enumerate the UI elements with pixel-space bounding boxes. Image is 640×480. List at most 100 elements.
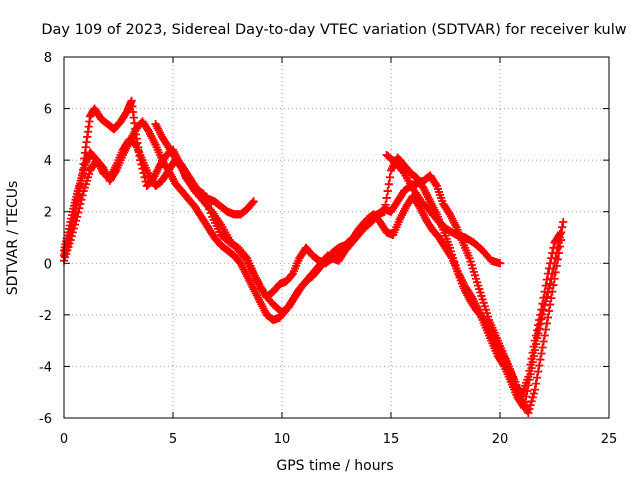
data-point-interp	[83, 173, 93, 182]
data-point	[445, 243, 454, 252]
data-point-interp	[467, 260, 476, 270]
data-point-interp	[82, 176, 91, 185]
y-tick-label: 0	[44, 257, 52, 272]
data-point-interp	[538, 310, 547, 319]
data-point-interp	[523, 386, 532, 396]
y-tick-label: 6	[44, 103, 52, 118]
data-point-interp	[479, 298, 488, 307]
data-point-interp	[480, 302, 489, 311]
data-point-interp	[67, 232, 76, 241]
data-point	[539, 305, 548, 314]
x-tick-label: 0	[60, 432, 68, 447]
data-point-interp	[475, 284, 484, 294]
data-point-interp	[469, 267, 478, 276]
data-point-interp	[75, 204, 84, 213]
series-3	[59, 117, 566, 417]
data-point-interp	[540, 331, 549, 340]
data-point-interp	[450, 257, 459, 266]
data-point	[380, 207, 389, 216]
data-point-interp	[78, 191, 87, 200]
data-point-interp	[542, 292, 551, 301]
data-point-interp	[528, 358, 537, 367]
data-point-interp	[551, 268, 560, 277]
data-point-interp	[481, 305, 490, 314]
data-point-interp	[466, 257, 475, 266]
data-point-interp	[548, 287, 557, 296]
data-point-interp	[528, 393, 537, 402]
axis-ticks	[63, 56, 610, 419]
data-point-interp	[81, 180, 90, 189]
series-4	[151, 119, 258, 219]
data-point-interp	[68, 228, 77, 237]
data-point-interp	[482, 309, 492, 318]
series-5	[382, 150, 505, 268]
data-point-interp	[385, 173, 395, 182]
y-tick-label: 8	[44, 51, 52, 66]
data-point-interp	[529, 352, 538, 361]
data-point-interp	[473, 278, 482, 287]
data-point-interp	[525, 375, 534, 384]
data-point-interp	[549, 281, 558, 290]
data-point-interp	[534, 367, 543, 376]
data-point-interp	[527, 397, 536, 406]
data-point-interp	[80, 183, 89, 192]
data-point	[543, 313, 553, 322]
data-point-interp	[382, 193, 391, 203]
data-point-interp	[529, 389, 538, 398]
data-point	[79, 186, 88, 196]
x-axis-label: GPS time / hours	[276, 458, 393, 474]
data-point-interp	[449, 254, 458, 263]
data-point	[556, 235, 566, 245]
data-point	[465, 254, 474, 263]
data-point-interp	[384, 180, 393, 189]
data-point-interp	[527, 364, 536, 373]
data-point	[72, 212, 82, 221]
data-point-interp	[530, 345, 539, 355]
data-point-interp	[547, 293, 556, 303]
data-point-interp	[76, 199, 85, 209]
data-point	[550, 274, 559, 283]
x-tick-label: 10	[274, 432, 291, 447]
y-tick-label: -2	[39, 309, 52, 324]
data-point-interp	[532, 373, 542, 382]
data-point-interp	[84, 169, 94, 178]
y-tick-label: -6	[39, 412, 52, 427]
data-point	[526, 370, 535, 379]
data-point-interp	[447, 250, 457, 259]
data-point-interp	[536, 355, 545, 364]
data-point-interp	[535, 361, 544, 370]
data-point	[471, 274, 481, 283]
data-point-interp	[525, 404, 534, 414]
data-point-interp	[535, 324, 544, 333]
y-tick-labels: -6 -4 -2 0 2 4 6 8	[39, 51, 52, 427]
x-tick-label: 5	[169, 432, 177, 447]
data-point-interp	[524, 381, 533, 390]
data-point-interp	[63, 246, 72, 255]
data-point-interp	[64, 242, 73, 252]
data-point-interp	[474, 281, 483, 290]
data-point-interp	[538, 343, 547, 352]
data-point-interp	[552, 261, 561, 270]
data-point-interp	[383, 186, 392, 196]
data-point-interp	[381, 200, 390, 209]
data-point-interp	[477, 291, 486, 301]
data-point	[537, 349, 546, 358]
chart-title: Day 109 of 2023, Sidereal Day-to-day VTE…	[41, 22, 626, 38]
data-point-interp	[541, 297, 550, 306]
data-point-interp	[71, 216, 81, 225]
y-tick-label: -4	[39, 360, 52, 375]
data-point-interp	[553, 255, 562, 264]
x-tick-label: 20	[492, 432, 509, 447]
plot-frame	[63, 56, 610, 419]
data-point	[530, 385, 539, 394]
x-tick-labels: 0 5 10 15 20 25	[60, 432, 617, 447]
data-point-interp	[537, 315, 546, 324]
data-point-interp	[558, 223, 567, 232]
data-point-interp	[526, 401, 535, 410]
data-point-interp	[531, 339, 541, 349]
data-point	[532, 333, 542, 343]
y-tick-label: 4	[44, 154, 52, 169]
data-point-interp	[546, 300, 555, 309]
data-point-interp	[446, 247, 456, 256]
x-tick-label: 15	[383, 432, 400, 447]
